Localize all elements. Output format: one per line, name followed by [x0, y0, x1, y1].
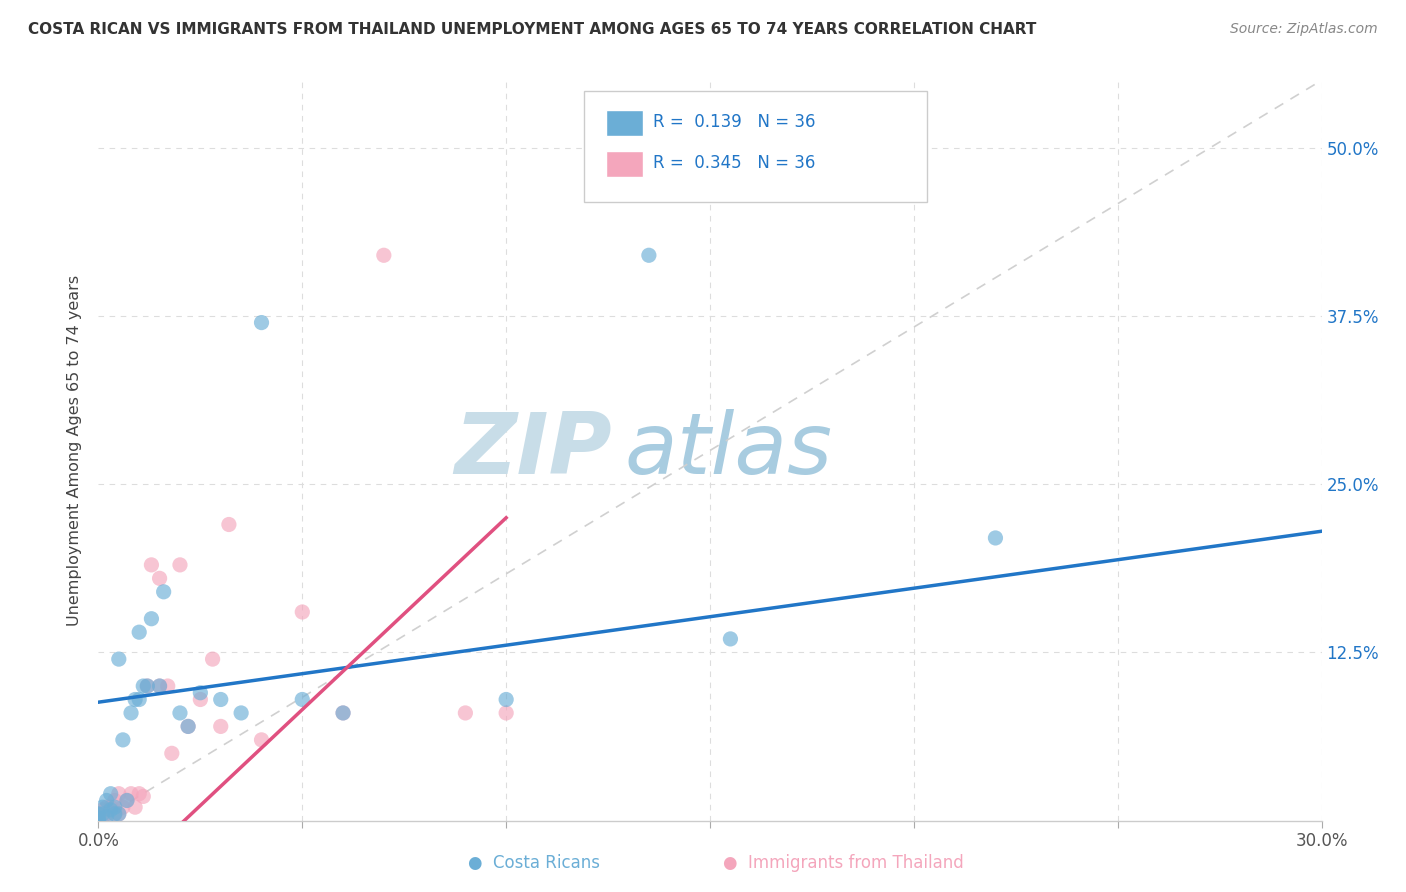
Point: [87, 806, 110, 821]
Point: [128, 625, 150, 640]
Point: [91, 803, 114, 817]
Point: [132, 679, 155, 693]
Text: COSTA RICAN VS IMMIGRANTS FROM THAILAND UNEMPLOYMENT AMONG AGES 65 TO 74 YEARS C: COSTA RICAN VS IMMIGRANTS FROM THAILAND …: [28, 22, 1036, 37]
Point: [132, 789, 155, 804]
Point: [177, 719, 200, 733]
Point: [188, 692, 212, 706]
Point: [984, 531, 1007, 545]
Point: [91, 800, 114, 814]
Point: [332, 706, 354, 720]
Point: [332, 706, 354, 720]
Point: [141, 612, 163, 626]
Text: R =  0.345   N = 36: R = 0.345 N = 36: [652, 154, 815, 172]
Point: [291, 692, 314, 706]
Point: [136, 679, 159, 693]
Point: [231, 706, 253, 720]
Point: [108, 652, 131, 666]
Point: [87, 806, 110, 821]
Point: [128, 692, 150, 706]
Point: [152, 584, 174, 599]
Text: ●  Immigrants from Thailand: ● Immigrants from Thailand: [723, 855, 965, 872]
Point: [149, 679, 172, 693]
FancyBboxPatch shape: [583, 91, 927, 202]
Point: [104, 800, 127, 814]
Point: [104, 806, 127, 821]
Point: [188, 686, 212, 700]
Point: [201, 652, 224, 666]
Point: [718, 632, 742, 646]
Point: [169, 706, 191, 720]
Point: [96, 806, 118, 821]
Point: [250, 732, 273, 747]
Text: R =  0.139   N = 36: R = 0.139 N = 36: [652, 113, 815, 131]
Point: [91, 809, 114, 823]
Point: [96, 809, 118, 823]
Point: [104, 806, 127, 821]
Point: [100, 787, 122, 801]
Point: [120, 706, 142, 720]
Point: [100, 803, 122, 817]
Point: [87, 811, 110, 825]
Point: [108, 806, 131, 821]
Point: [96, 800, 118, 814]
Point: [149, 679, 172, 693]
Point: [149, 571, 172, 585]
Point: [104, 793, 127, 807]
Point: [177, 719, 200, 733]
Point: [124, 692, 146, 706]
Y-axis label: Unemployment Among Ages 65 to 74 years: Unemployment Among Ages 65 to 74 years: [67, 275, 83, 626]
Text: ●  Costa Ricans: ● Costa Ricans: [468, 855, 600, 872]
FancyBboxPatch shape: [606, 151, 643, 177]
Point: [111, 800, 134, 814]
Point: [156, 679, 179, 693]
Point: [454, 706, 477, 720]
Point: [141, 558, 163, 572]
Point: [100, 800, 122, 814]
Point: [136, 679, 159, 693]
Point: [115, 793, 138, 807]
Point: [108, 806, 131, 821]
Text: atlas: atlas: [624, 409, 832, 492]
Point: [637, 248, 661, 262]
Text: Source: ZipAtlas.com: Source: ZipAtlas.com: [1230, 22, 1378, 37]
Point: [250, 316, 273, 330]
Point: [209, 719, 232, 733]
Point: [87, 814, 110, 828]
Point: [495, 706, 517, 720]
Point: [209, 692, 232, 706]
Point: [128, 787, 150, 801]
Point: [373, 248, 395, 262]
Point: [160, 747, 183, 761]
Point: [87, 814, 110, 828]
Point: [96, 793, 118, 807]
Point: [291, 605, 314, 619]
Point: [115, 793, 138, 807]
FancyBboxPatch shape: [606, 110, 643, 136]
Point: [218, 517, 240, 532]
Point: [87, 811, 110, 825]
Point: [108, 787, 131, 801]
Point: [495, 692, 517, 706]
Text: ZIP: ZIP: [454, 409, 612, 492]
Point: [91, 806, 114, 821]
Point: [169, 558, 191, 572]
Point: [111, 732, 134, 747]
Point: [124, 800, 146, 814]
Point: [120, 787, 142, 801]
